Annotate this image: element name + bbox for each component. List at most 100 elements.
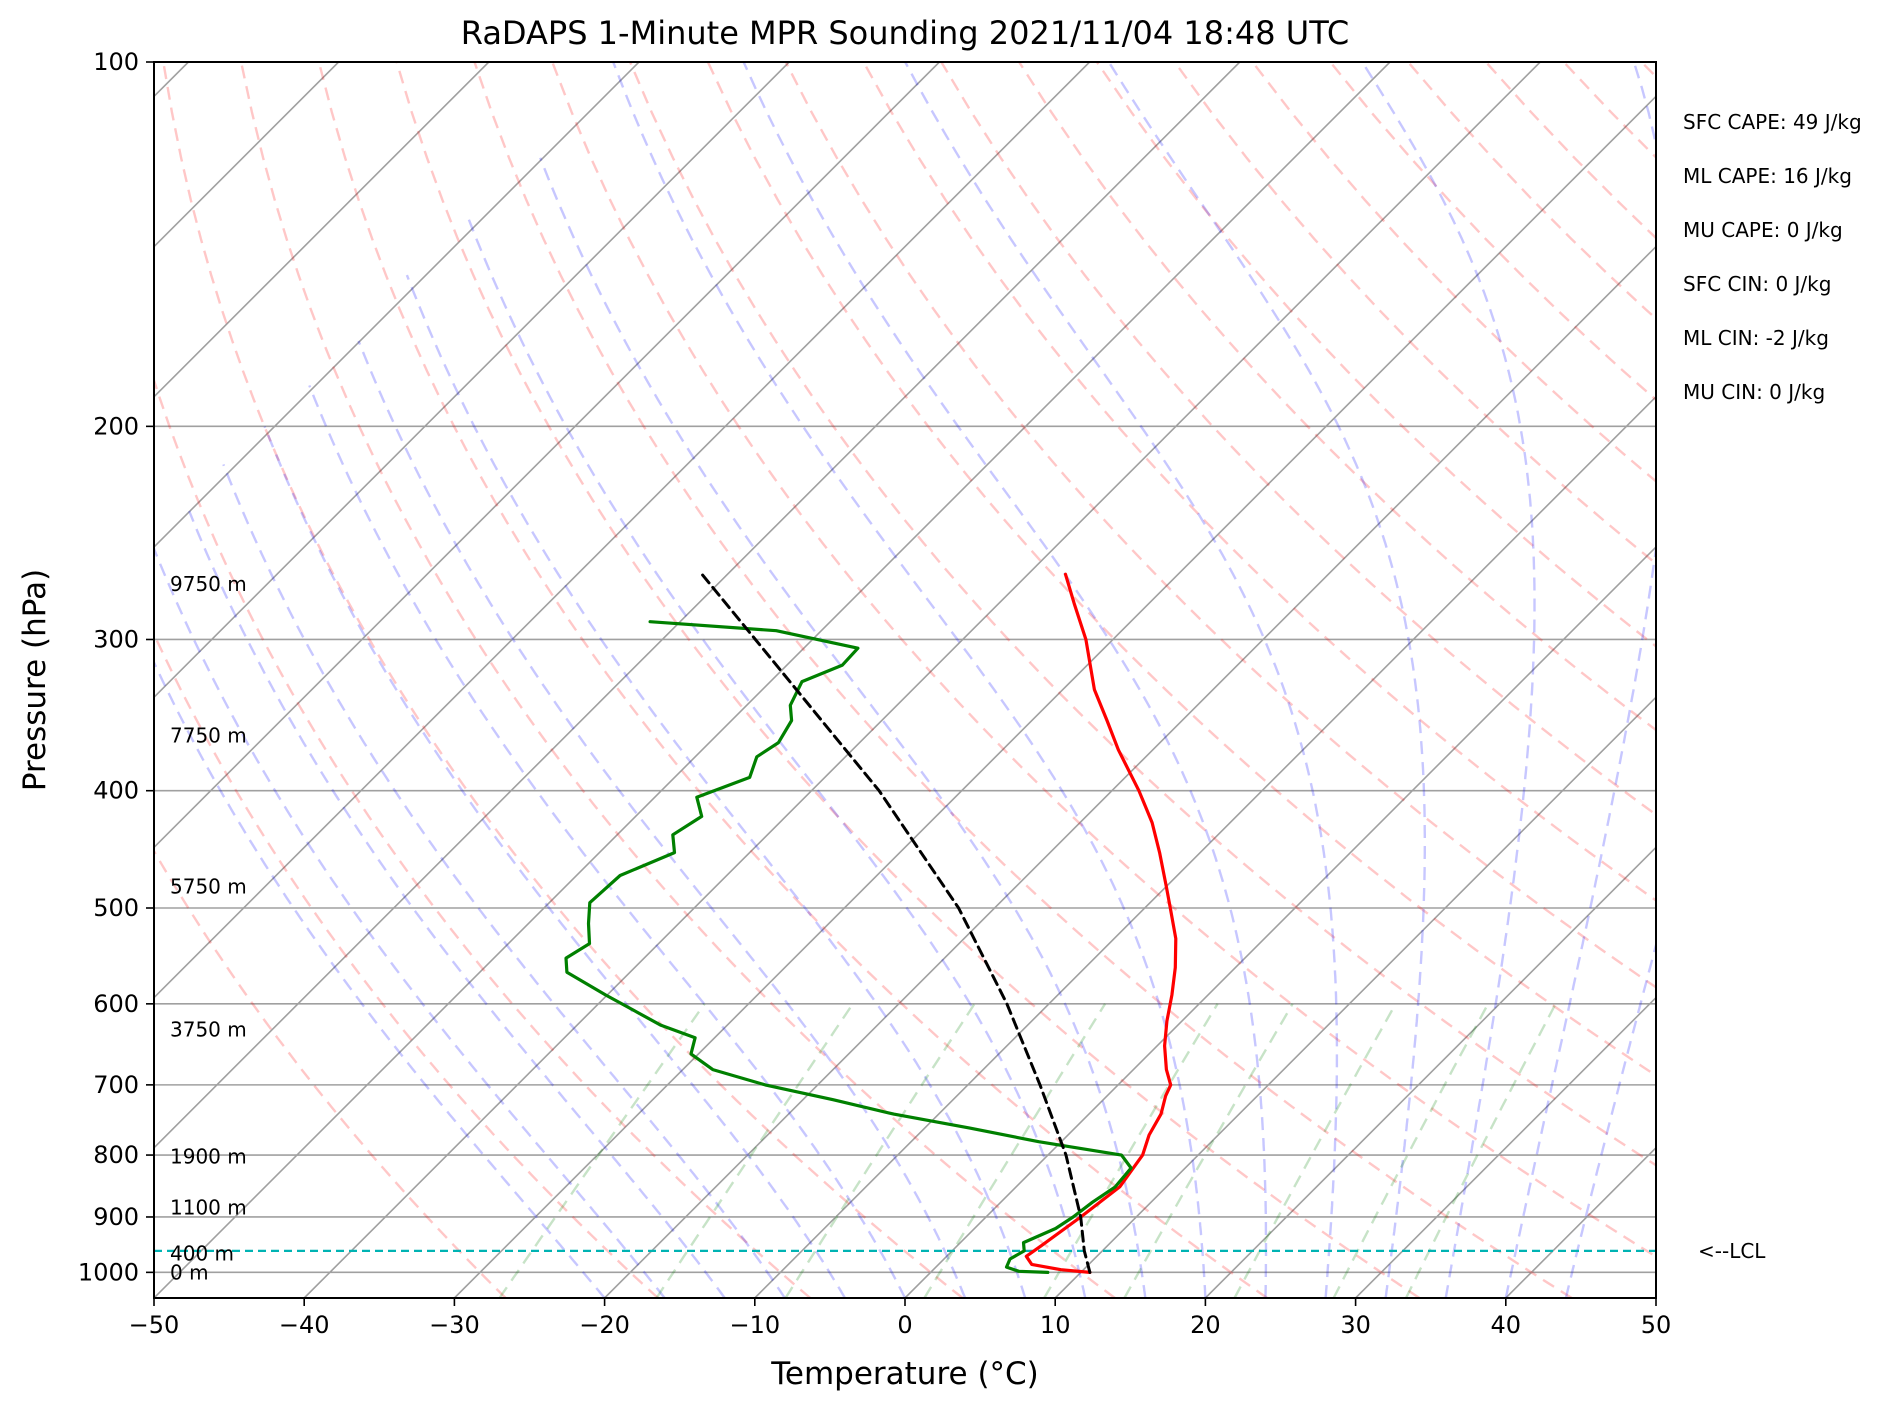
stability-index-label: MU CAPE: 0 J/kg — [1683, 218, 1843, 242]
mixing-ratio-line — [923, 1003, 1107, 1298]
height-label: 3750 m — [170, 1017, 247, 1041]
dry-adiabat-line — [473, 62, 1573, 1298]
x-tick-label: 0 — [897, 1311, 912, 1339]
height-label: 0 m — [170, 1260, 209, 1284]
y-tick-label: 400 — [93, 777, 139, 805]
isotherm-line — [1054, 696, 1656, 1298]
x-tick-label: 40 — [1491, 1311, 1522, 1339]
y-axis-title: Pressure (hPa) — [17, 569, 53, 791]
moist-adiabat-line — [1564, 940, 1656, 1298]
dry-adiabat-line — [154, 376, 812, 1298]
x-tick-label: −20 — [579, 1311, 630, 1339]
dry-adiabat-line — [1251, 62, 1656, 483]
moist-adiabat-line — [405, 274, 1027, 1298]
y-tick-label: 300 — [93, 625, 139, 653]
moist-adiabat-line — [904, 62, 1339, 1298]
x-tick-label: 20 — [1190, 1311, 1221, 1339]
x-axis-ticks: −50 −40 −30 −20 −10 0 10 20 30 40 50 — [129, 1298, 1672, 1339]
chart-title: RaDAPS 1-Minute MPR Sounding 2021/11/04 … — [461, 14, 1349, 52]
dry-adiabat-line — [154, 631, 659, 1298]
stability-index-label: ML CAPE: 16 J/kg — [1683, 164, 1852, 188]
dry-adiabat-line — [162, 62, 964, 1298]
moist-adiabat-line — [263, 425, 846, 1298]
moist-adiabat-line — [742, 62, 1268, 1298]
dry-adiabat-line — [239, 62, 1116, 1298]
mixing-ratio-line — [1233, 1003, 1397, 1298]
isotherm-line — [154, 62, 640, 549]
mixing-ratio-line — [1332, 1003, 1490, 1298]
dry-adiabat-line — [706, 62, 1656, 1077]
isotherm-line — [604, 245, 1656, 1298]
x-tick-label: 50 — [1641, 1311, 1672, 1339]
height-label: 5750 m — [170, 875, 247, 899]
moist-adiabat-line — [188, 510, 726, 1298]
stability-index-label: ML CIN: -2 J/kg — [1683, 326, 1829, 350]
y-tick-label: 200 — [93, 412, 139, 440]
stability-indices: SFC CAPE: 49 J/kg ML CAPE: 16 J/kg MU CAPE… — [1683, 110, 1862, 404]
dry-adiabat-line — [940, 62, 1656, 817]
moist-adiabat-line — [1504, 62, 1656, 1298]
y-tick-label: 900 — [93, 1203, 139, 1231]
reference-lines — [154, 62, 1896, 1298]
dry-adiabat-line — [1640, 62, 1656, 79]
isotherm-line — [904, 545, 1656, 1298]
isotherm-line — [453, 95, 1656, 1298]
isotherm-line — [154, 62, 940, 849]
isotherm-line — [1655, 1296, 1656, 1298]
dry-adiabat-line — [154, 848, 507, 1298]
moist-adiabat-line — [539, 157, 1147, 1298]
mixing-ratio-line — [655, 1003, 854, 1298]
moist-adiabat-line — [1107, 62, 1426, 1298]
moist-adiabat-line — [154, 545, 666, 1298]
x-tick-label: 10 — [1040, 1311, 1071, 1339]
y-tick-label: 500 — [93, 894, 139, 922]
isotherm-line — [154, 62, 1091, 999]
moist-adiabat-line — [308, 384, 907, 1298]
isotherm-line — [1204, 846, 1656, 1298]
isotherm-line — [154, 62, 490, 398]
mixing-ratio-line — [1123, 1003, 1294, 1298]
height-label: 1100 m — [170, 1196, 247, 1220]
isotherm-line — [154, 62, 790, 699]
isotherm-line — [154, 62, 1391, 1298]
dry-adiabat-line — [1095, 62, 1656, 648]
dry-adiabat-line — [784, 62, 1656, 989]
y-tick-label: 600 — [93, 990, 139, 1018]
y-axis-ticks: 100 200 300 400 500 600 700 800 900 1000 — [78, 48, 154, 1286]
height-label: 400 m — [170, 1242, 234, 1266]
x-axis-title: Temperature (°C) — [770, 1356, 1039, 1392]
x-tick-label: −40 — [279, 1311, 330, 1339]
y-tick-label: 100 — [93, 48, 139, 76]
height-label: 7750 m — [170, 723, 247, 747]
dry-adiabat-line — [1018, 62, 1656, 732]
dry-adiabat-line — [1173, 62, 1656, 566]
x-tick-label: −50 — [129, 1311, 180, 1339]
dry-adiabat-line — [1719, 62, 1896, 1298]
x-tick-label: 30 — [1340, 1311, 1371, 1339]
isotherm-line — [303, 62, 1541, 1298]
moist-adiabat-line — [467, 219, 1087, 1298]
lcl-label: <--LCL — [1698, 1239, 1766, 1263]
y-tick-label: 800 — [93, 1141, 139, 1169]
isotherm-line — [1355, 996, 1656, 1298]
stability-index-label: SFC CIN: 0 J/kg — [1683, 272, 1831, 296]
parcel-profile-line — [700, 572, 1092, 1274]
stability-index-label: SFC CAPE: 49 J/kg — [1683, 110, 1862, 134]
dry-adiabat-line — [862, 62, 1656, 902]
y-tick-label: 1000 — [78, 1258, 139, 1286]
isotherm-line — [1505, 1146, 1656, 1298]
mixing-ratio-line — [1404, 1003, 1557, 1298]
mixing-ratio-line — [784, 1003, 976, 1298]
moist-adiabat-line — [357, 340, 967, 1298]
dry-adiabat-line — [551, 62, 1656, 1258]
isotherm-line — [754, 395, 1656, 1298]
dry-adiabat-line — [395, 62, 1421, 1298]
height-label: 1900 m — [170, 1144, 247, 1168]
temperature-profile-line — [1024, 572, 1178, 1274]
isotherm-line — [154, 62, 1241, 1149]
x-tick-label: −10 — [729, 1311, 780, 1339]
dry-adiabat-line — [1485, 62, 1656, 240]
mixing-ratio-line — [1043, 1003, 1219, 1298]
